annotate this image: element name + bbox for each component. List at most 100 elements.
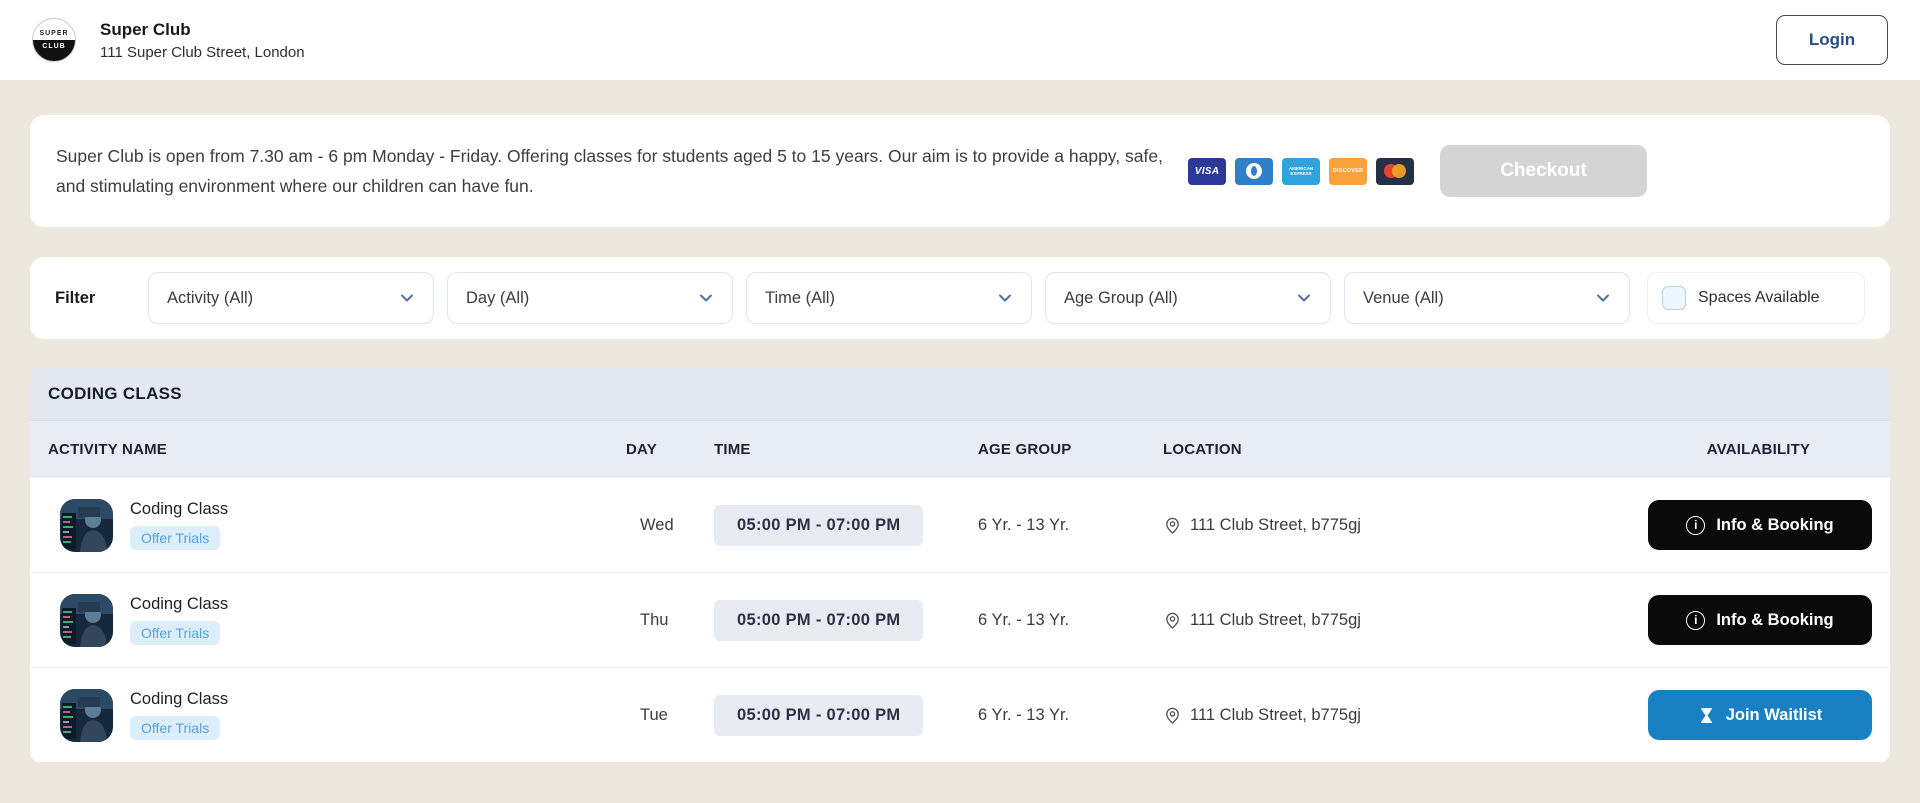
table-row: Coding Class Offer Trials Thu 05:00 PM -… bbox=[30, 572, 1890, 667]
location-pin-icon bbox=[1166, 612, 1179, 629]
table-row: Coding Class Offer Trials Tue 05:00 PM -… bbox=[30, 667, 1890, 762]
super-club-logo: SUPER CLUB bbox=[32, 18, 76, 62]
diners-club-icon bbox=[1235, 157, 1273, 185]
col-header-time: TIME bbox=[714, 440, 751, 458]
activity-name: Coding Class bbox=[130, 595, 229, 613]
col-header-activity: ACTIVITY NAME bbox=[48, 440, 167, 458]
info-booking-button[interactable]: i Info & Booking bbox=[1648, 595, 1872, 645]
club-description: Super Club is open from 7.30 am - 6 pm M… bbox=[56, 146, 1163, 196]
day-value: Thu bbox=[640, 610, 669, 629]
activity-cell: Coding Class Offer Trials bbox=[48, 593, 626, 647]
chevron-down-icon bbox=[401, 294, 413, 302]
offer-trials-badge: Offer Trials bbox=[130, 526, 221, 550]
logo-text-top: SUPER bbox=[39, 29, 69, 37]
main-content: Super Club is open from 7.30 am - 6 pm M… bbox=[0, 115, 1920, 762]
login-button[interactable]: Login bbox=[1776, 15, 1888, 65]
venue-address: 111 Super Club Street, London bbox=[100, 43, 305, 61]
time-pill: 05:00 PM - 07:00 PM bbox=[714, 599, 924, 641]
age-group-value: 6 Yr. - 13 Yr. bbox=[978, 515, 1070, 534]
location-pin-icon bbox=[1166, 707, 1179, 724]
activities-table: CODING CLASS ACTIVITY NAME DAY TIME AGE … bbox=[30, 367, 1890, 762]
visa-icon: VISA bbox=[1188, 157, 1226, 185]
checkout-button[interactable]: Checkout bbox=[1440, 145, 1647, 197]
amex-label: AMERICAN EXPRESS bbox=[1288, 166, 1314, 176]
location-cell: 111 Club Street, b775gj bbox=[1163, 706, 1645, 725]
hourglass-icon bbox=[1700, 707, 1712, 723]
app-header: SUPER CLUB Super Club 111 Super Club Str… bbox=[0, 0, 1920, 80]
activity-info: Coding Class Offer Trials bbox=[130, 500, 228, 550]
col-header-day: DAY bbox=[626, 440, 657, 458]
time-cell: 05:00 PM - 07:00 PM bbox=[714, 599, 978, 641]
spaces-available-label: Spaces Available bbox=[1698, 289, 1820, 306]
info-booking-button[interactable]: i Info & Booking bbox=[1648, 500, 1872, 550]
day-filter-value: Day (All) bbox=[466, 288, 530, 307]
time-cell: 05:00 PM - 07:00 PM bbox=[714, 694, 978, 736]
logo-text-bottom: CLUB bbox=[42, 42, 66, 50]
table-header-row: ACTIVITY NAME DAY TIME AGE GROUP LOCATIO… bbox=[30, 421, 1890, 477]
availability-button-label: Info & Booking bbox=[1716, 515, 1834, 534]
col-header-availability: AVAILABILITY bbox=[1706, 440, 1811, 458]
diners-circle bbox=[1246, 163, 1262, 179]
age-group-value: 6 Yr. - 13 Yr. bbox=[978, 610, 1070, 629]
time-pill: 05:00 PM - 07:00 PM bbox=[714, 504, 924, 546]
discover-label: DISCOVER bbox=[1332, 168, 1364, 174]
venue-filter-dropdown[interactable]: Venue (All) bbox=[1344, 272, 1630, 324]
info-icon: i bbox=[1686, 515, 1706, 535]
age-group-filter-value: Age Group (All) bbox=[1064, 288, 1178, 307]
activity-info: Coding Class Offer Trials bbox=[130, 690, 228, 740]
spaces-available-checkbox[interactable] bbox=[1662, 286, 1686, 310]
location-pin-icon bbox=[1166, 517, 1179, 534]
chevron-down-icon bbox=[1298, 294, 1310, 302]
chevron-down-icon bbox=[700, 294, 712, 302]
col-header-location: LOCATION bbox=[1163, 440, 1242, 458]
location-value: 111 Club Street, b775gj bbox=[1190, 515, 1361, 534]
activity-thumbnail bbox=[60, 593, 113, 647]
payment-methods: VISA AMERICAN EXPRESS DISCOVER bbox=[1188, 157, 1414, 185]
availability-cell: i Info & Booking bbox=[1645, 500, 1872, 550]
american-express-icon: AMERICAN EXPRESS bbox=[1282, 157, 1320, 185]
age-group-filter-dropdown[interactable]: Age Group (All) bbox=[1045, 272, 1331, 324]
time-pill: 05:00 PM - 07:00 PM bbox=[714, 694, 924, 736]
offer-trials-badge: Offer Trials bbox=[130, 621, 221, 645]
location-cell: 111 Club Street, b775gj bbox=[1163, 611, 1645, 630]
activity-name: Coding Class bbox=[130, 500, 229, 518]
info-banner: Super Club is open from 7.30 am - 6 pm M… bbox=[30, 115, 1890, 227]
day-value: Wed bbox=[640, 515, 674, 534]
chevron-down-icon bbox=[999, 294, 1011, 302]
location-value: 111 Club Street, b775gj bbox=[1190, 705, 1361, 724]
availability-button-label: Info & Booking bbox=[1716, 610, 1834, 629]
page-title: Super Club bbox=[100, 19, 191, 39]
time-filter-value: Time (All) bbox=[765, 288, 835, 307]
day-filter-dropdown[interactable]: Day (All) bbox=[447, 272, 733, 324]
availability-cell: i Info & Booking bbox=[1645, 595, 1872, 645]
spaces-available-toggle[interactable]: Spaces Available bbox=[1647, 272, 1865, 324]
section-title: CODING CLASS bbox=[30, 367, 1890, 421]
chevron-down-icon bbox=[1597, 294, 1609, 302]
activity-thumbnail bbox=[60, 498, 113, 552]
header-titles: Super Club 111 Super Club Street, London bbox=[100, 20, 305, 61]
activity-thumbnail bbox=[60, 688, 113, 742]
info-icon: i bbox=[1686, 610, 1706, 630]
age-group-value: 6 Yr. - 13 Yr. bbox=[978, 705, 1070, 724]
location-value: 111 Club Street, b775gj bbox=[1190, 610, 1361, 629]
availability-button-label: Join Waitlist bbox=[1725, 705, 1823, 724]
time-cell: 05:00 PM - 07:00 PM bbox=[714, 504, 978, 546]
filter-label: Filter bbox=[55, 288, 96, 307]
offer-trials-badge: Offer Trials bbox=[130, 716, 221, 740]
venue-filter-value: Venue (All) bbox=[1363, 288, 1444, 307]
availability-cell: Join Waitlist bbox=[1645, 690, 1872, 740]
activity-cell: Coding Class Offer Trials bbox=[48, 498, 626, 552]
day-value: Tue bbox=[640, 705, 668, 724]
activity-filter-dropdown[interactable]: Activity (All) bbox=[148, 272, 434, 324]
activity-name: Coding Class bbox=[130, 690, 229, 708]
activity-info: Coding Class Offer Trials bbox=[130, 595, 228, 645]
filter-bar: Filter Activity (All) Day (All) Time (Al… bbox=[30, 257, 1890, 339]
activity-cell: Coding Class Offer Trials bbox=[48, 688, 626, 742]
discover-icon: DISCOVER bbox=[1329, 157, 1367, 185]
table-row: Coding Class Offer Trials Wed 05:00 PM -… bbox=[30, 477, 1890, 572]
activity-filter-value: Activity (All) bbox=[167, 288, 254, 307]
visa-label: VISA bbox=[1194, 165, 1220, 177]
time-filter-dropdown[interactable]: Time (All) bbox=[746, 272, 1032, 324]
join-waitlist-button[interactable]: Join Waitlist bbox=[1648, 690, 1872, 740]
location-cell: 111 Club Street, b775gj bbox=[1163, 516, 1645, 535]
